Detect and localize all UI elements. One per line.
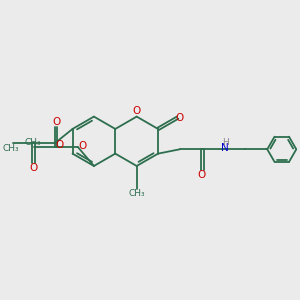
Text: O: O [79,141,87,151]
Text: CH₃: CH₃ [3,144,20,153]
Text: O: O [55,140,64,150]
Text: H: H [222,138,229,147]
Text: O: O [197,170,205,180]
Text: CH₃: CH₃ [128,189,145,198]
Text: O: O [175,112,183,123]
Text: O: O [29,164,38,173]
Text: O: O [52,117,60,127]
Text: CH₃: CH₃ [25,138,41,147]
Text: O: O [133,106,141,116]
Text: N: N [221,143,229,153]
